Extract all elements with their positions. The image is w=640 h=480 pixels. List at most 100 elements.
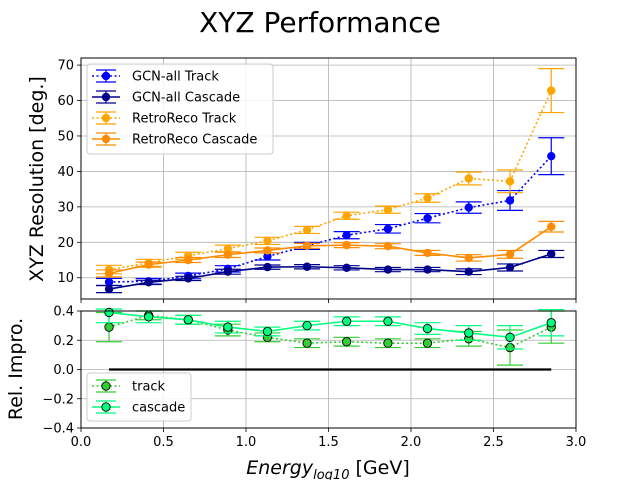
x-tick-label: 0.5 (153, 435, 174, 450)
data-point (505, 263, 515, 272)
data-point (464, 267, 473, 276)
data-point (423, 193, 432, 203)
data-point (184, 255, 193, 265)
relative-improvement-series (96, 307, 565, 366)
data-point (144, 278, 153, 287)
x-axis-label-unit: [GeV] (349, 457, 409, 479)
y-tick-label: −0.4 (42, 422, 74, 437)
relative-improvement-panel: −0.4−0.20.00.20.4 0.0 0.5 1.0 1.5 2.0 2.5 3.0 … (5, 305, 586, 480)
y-tick-label: −0.2 (42, 392, 74, 407)
data-point (104, 284, 114, 294)
data-point (464, 328, 474, 338)
legend-item: RetroReco Cascade (92, 132, 257, 148)
legend-label: RetroReco Cascade (132, 133, 257, 148)
legend-label: RetroReco Track (132, 112, 237, 127)
y-tick-label: 0.2 (53, 334, 74, 349)
y-tick-label: 0.0 (53, 363, 74, 378)
data-point (104, 307, 114, 318)
data-point (383, 265, 393, 274)
x-tick-label: 2.5 (483, 435, 504, 450)
series-line (108, 253, 552, 290)
data-point (302, 338, 312, 348)
data-point (223, 250, 233, 259)
data-point (383, 224, 393, 234)
x-axis-label-subscript: log10 (313, 468, 349, 480)
legend-label: GCN-all Track (132, 70, 219, 85)
figure-title: XYZ Performance (199, 6, 441, 39)
legend-label: track (132, 380, 166, 395)
legend-marker (101, 71, 111, 81)
data-point (262, 326, 273, 337)
resolution-series (96, 68, 565, 294)
data-point (302, 262, 312, 271)
series-retroreco-cascade (96, 220, 565, 278)
legend-item: GCN-all Cascade (92, 90, 240, 106)
data-point (104, 269, 114, 278)
data-point (505, 250, 515, 259)
data-point (341, 337, 352, 347)
data-point (223, 267, 233, 276)
x-tick-label: 0.0 (71, 435, 92, 450)
y-tick-label: 60 (57, 94, 74, 109)
series-gcn-all-cascade (96, 249, 565, 294)
data-point (423, 213, 432, 223)
y-tick-label: 20 (57, 236, 74, 251)
relative-improvement-legend: track cascade (86, 372, 192, 422)
legend-item: RetroReco Track (92, 111, 237, 127)
data-point (263, 246, 272, 255)
data-point (342, 231, 351, 240)
data-point (383, 205, 393, 214)
legend-marker (101, 134, 111, 144)
data-point (302, 225, 312, 235)
data-point (464, 174, 473, 183)
data-point (383, 338, 393, 348)
x-tick-label: 3.0 (566, 435, 587, 450)
data-point (143, 312, 154, 322)
x-tick-label: 1.5 (318, 435, 339, 450)
data-point (547, 249, 556, 259)
data-point (505, 177, 515, 186)
data-point (184, 274, 193, 283)
data-point (547, 222, 556, 231)
relative-improvement-axes-frame (80, 310, 577, 429)
data-point (302, 320, 312, 331)
legend-label: cascade (132, 401, 185, 416)
series-line (108, 311, 552, 339)
data-point (464, 203, 473, 212)
relative-improvement-x-axis-ticks: 0.0 0.5 1.0 1.5 2.0 2.5 3.0 (71, 428, 587, 450)
resolution-y-axis-label: XYZ Resolution [deg.] (26, 76, 48, 282)
series-line (108, 226, 552, 275)
legend-marker (101, 402, 111, 412)
resolution-legend: GCN-all Track GCN-all Cascade RetroReco Tr… (86, 63, 274, 155)
data-point (505, 332, 515, 342)
y-tick-label: 50 (57, 129, 74, 144)
legend-item: cascade (92, 400, 185, 416)
data-point (505, 196, 515, 205)
relative-improvement-y-axis-label: Rel. Impro. (5, 318, 27, 420)
x-tick-label: 1.0 (236, 435, 257, 450)
resolution-panel: 10 20 30 40 50 60 70 XYZ Resolution [deg.] GCN… (26, 57, 577, 303)
data-point (263, 262, 272, 272)
data-point (422, 323, 433, 334)
data-point (423, 248, 432, 258)
series-cascade (96, 307, 565, 350)
resolution-axes-frame (80, 57, 577, 300)
legend-item: track (92, 379, 166, 395)
y-tick-label: 40 (57, 165, 74, 180)
x-tick-label: 2.0 (401, 435, 422, 450)
data-point (263, 252, 272, 261)
data-point (383, 316, 393, 326)
data-point (104, 322, 114, 332)
series-line (108, 314, 552, 349)
data-point (223, 244, 233, 253)
data-point (302, 241, 312, 251)
data-point (342, 211, 351, 220)
data-point (341, 316, 352, 326)
legend-item: GCN-all Track (92, 69, 219, 85)
y-tick-label: 70 (57, 59, 74, 74)
y-tick-label: 0.4 (53, 305, 74, 320)
data-point (223, 322, 233, 332)
legend-marker (101, 113, 111, 123)
data-point (547, 86, 556, 95)
